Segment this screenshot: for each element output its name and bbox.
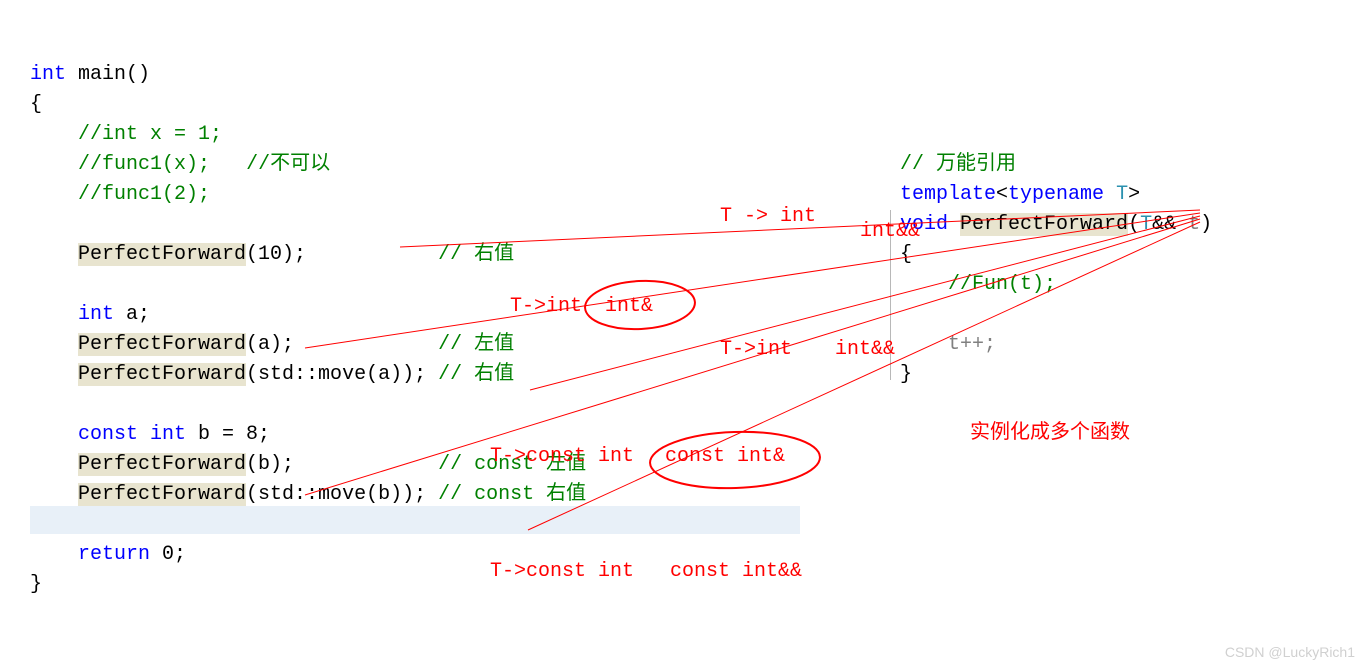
- r4: {: [900, 243, 912, 266]
- line-2: {: [30, 93, 42, 116]
- line-3: //int x = 1;: [78, 123, 222, 146]
- annot-2b: int&: [605, 295, 653, 318]
- line-13: const int b = 8;: [78, 423, 270, 446]
- annot-1b: int&&: [860, 220, 920, 243]
- line-9: int a;: [78, 303, 150, 326]
- line-17: return 0;: [78, 543, 186, 566]
- r7: t++;: [948, 333, 996, 356]
- annot-1a: T -> int: [720, 205, 816, 228]
- line-7: PerfectForward(10); // 右值: [78, 243, 514, 266]
- line-1: int main(): [30, 63, 150, 86]
- line-10: PerfectForward(a); // 左值: [78, 333, 514, 356]
- line-4: //func1(x); //不可以: [78, 153, 330, 176]
- line-18: }: [30, 573, 42, 596]
- r3: void PerfectForward(T&& t): [900, 213, 1212, 236]
- annot-3b: int&&: [835, 338, 895, 361]
- r8: }: [900, 363, 912, 386]
- annot-4a: T->const int: [490, 445, 634, 468]
- r5: //Fun(t);: [948, 273, 1056, 296]
- main-code: int main() { //int x = 1; //func1(x); //…: [30, 30, 586, 600]
- annot-2a: T->int: [510, 295, 582, 318]
- annot-3a: T->int: [720, 338, 792, 361]
- annot-5b: const int&&: [670, 560, 802, 583]
- line-15: PerfectForward(std::move(b)); // const 右…: [78, 483, 586, 506]
- r2: template<typename T>: [900, 183, 1140, 206]
- template-code: // 万能引用 template<typename T> void Perfec…: [900, 120, 1212, 390]
- watermark: CSDN @LuckyRich1: [1225, 644, 1355, 660]
- annot-4b: const int&: [665, 445, 785, 468]
- r1: // 万能引用: [900, 153, 1016, 176]
- line-5: //func1(2);: [78, 183, 210, 206]
- line-11: PerfectForward(std::move(a)); // 右值: [78, 363, 514, 386]
- annot-note: 实例化成多个函数: [970, 415, 1130, 444]
- annot-5a: T->const int: [490, 560, 634, 583]
